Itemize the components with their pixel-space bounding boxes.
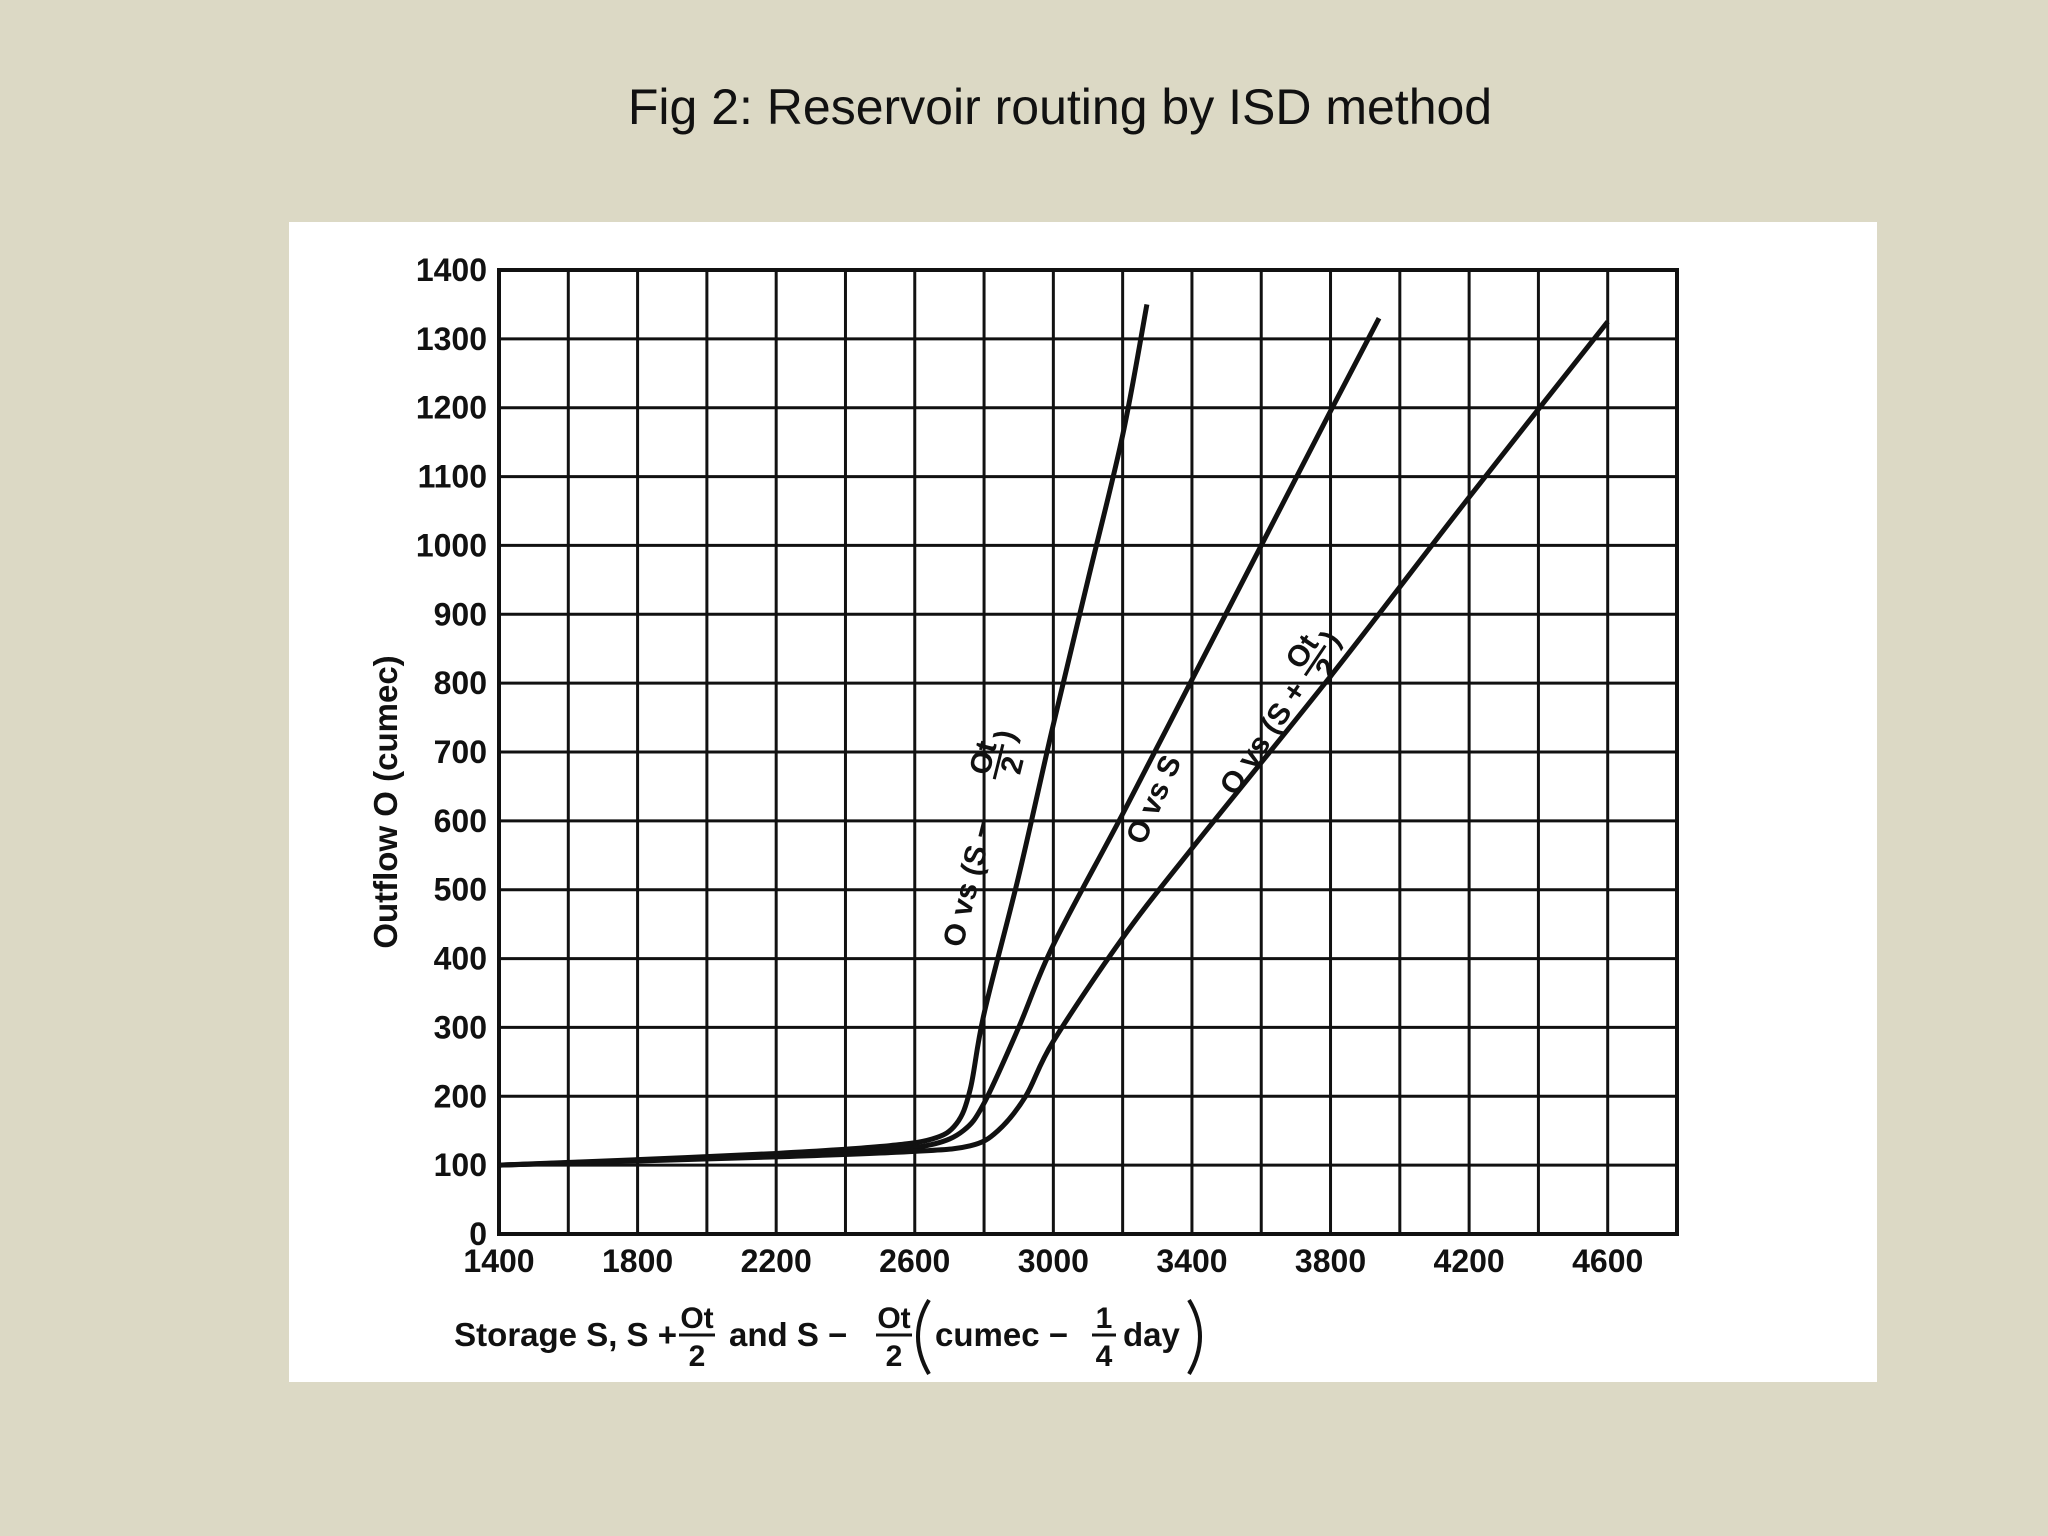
series-label-1-bar <box>992 743 1005 780</box>
y-tick-label: 300 <box>434 1009 487 1045</box>
series-label-3-bar <box>1303 644 1327 677</box>
x-axis-frac1-den: 2 <box>689 1340 706 1373</box>
y-tick-label: 500 <box>434 872 487 908</box>
series-line-1 <box>498 303 1150 1168</box>
y-tick-labels: 0 100 200 300 400 500 600 700 800 900 1000 1100 1200… <box>416 252 487 1252</box>
x-axis-paren-close <box>1187 1298 1202 1376</box>
plot-frame <box>497 268 1679 1236</box>
y-tick-label: 0 <box>469 1216 487 1252</box>
x-axis-label-middle: and S − <box>729 1316 847 1353</box>
x-axis-frac3-den: 4 <box>1096 1340 1113 1373</box>
y-tick-label: 1100 <box>418 459 487 495</box>
series-label-3-text: O vs (S + <box>1214 675 1314 801</box>
chart: 0 100 200 300 400 500 600 700 800 900 1000 1100 1200… <box>367 252 1679 1376</box>
x-tick-labels: 1400 1800 2200 2600 3000 3400 3800 4200 4600 <box>463 1243 1643 1279</box>
y-tick-label: 1200 <box>416 390 487 426</box>
figure-panel: 0 100 200 300 400 500 600 700 800 900 1000 1100 1200… <box>289 222 1877 1382</box>
y-tick-label: 900 <box>434 596 487 632</box>
series-label-1-den: 2 <box>995 753 1031 777</box>
y-tick-label: 700 <box>434 734 487 770</box>
y-tick-label: 800 <box>434 665 487 701</box>
series-lines <box>498 303 1610 1168</box>
y-tick-label: 1000 <box>416 527 487 563</box>
x-axis-label-unit-prefix: cumec − <box>935 1316 1068 1353</box>
x-axis-frac2-num: Ot <box>877 1302 910 1335</box>
series-label-1: O vs (S − Ot 2 ) <box>937 727 1031 950</box>
grid <box>497 268 1679 1236</box>
series-label-3: O vs (S + Ot 2 ) <box>1214 625 1348 801</box>
x-axis-frac2-den: 2 <box>886 1340 903 1373</box>
x-tick-label: 1800 <box>602 1243 673 1279</box>
x-tick-label: 4200 <box>1434 1243 1505 1279</box>
x-tick-label: 1400 <box>463 1243 534 1279</box>
series-label-1-close: ) <box>988 727 1022 745</box>
x-tick-label: 2600 <box>879 1243 950 1279</box>
x-axis-label-prefix: Storage S, S + <box>454 1316 677 1353</box>
series-line-3 <box>498 320 1610 1168</box>
x-axis-frac3-num: 1 <box>1096 1302 1113 1335</box>
y-tick-label: 100 <box>434 1147 487 1183</box>
x-axis-paren-open <box>916 1298 931 1376</box>
x-axis-frac1-num: Ot <box>680 1302 713 1335</box>
x-tick-label: 3000 <box>1018 1243 1089 1279</box>
y-tick-label: 1400 <box>416 252 487 288</box>
x-axis-label: Storage S, S + Ot 2 and S − Ot 2 cumec −… <box>454 1298 1202 1376</box>
series-label-1-text: O vs (S − <box>937 817 1000 950</box>
x-tick-label: 3800 <box>1295 1243 1366 1279</box>
y-tick-label: 200 <box>434 1078 487 1114</box>
y-tick-label: 400 <box>434 941 487 977</box>
x-tick-label: 3400 <box>1156 1243 1227 1279</box>
x-tick-label: 4600 <box>1572 1243 1643 1279</box>
y-tick-label: 600 <box>434 803 487 839</box>
x-tick-label: 2200 <box>741 1243 812 1279</box>
slide-title: Fig 2: Reservoir routing by ISD method <box>627 79 1493 135</box>
y-tick-label: 1300 <box>416 321 487 357</box>
x-axis-label-unit-suffix: day <box>1123 1316 1181 1353</box>
y-axis-label: Outflow O (cumec) <box>367 655 404 948</box>
